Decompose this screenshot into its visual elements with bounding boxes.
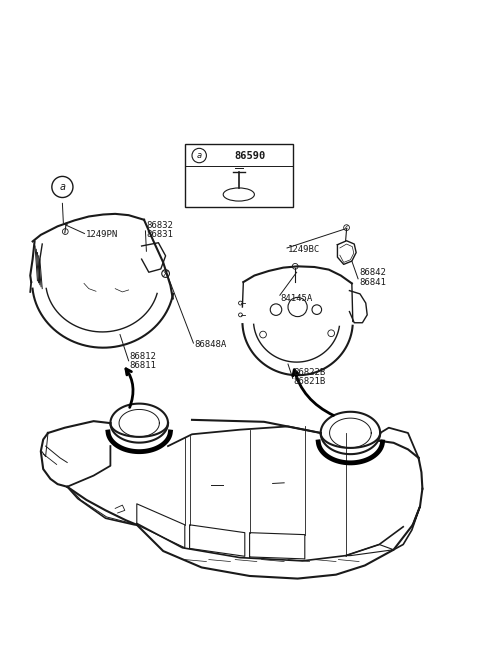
Text: a: a (60, 182, 65, 192)
Text: 86832: 86832 (146, 221, 173, 230)
Text: 1249BC: 1249BC (288, 245, 320, 254)
Text: 86812: 86812 (130, 352, 156, 361)
Text: a: a (197, 151, 202, 160)
Text: 86822B: 86822B (294, 368, 326, 377)
Text: 86590: 86590 (234, 150, 265, 161)
Text: 84145A: 84145A (281, 294, 313, 303)
Text: 86848A: 86848A (194, 340, 227, 349)
Text: 86842: 86842 (359, 268, 386, 277)
Text: 86831: 86831 (146, 230, 173, 239)
Text: 86841: 86841 (359, 277, 386, 287)
Text: 86811: 86811 (130, 361, 156, 370)
Text: 1249PN: 1249PN (85, 230, 118, 239)
Text: 86821B: 86821B (294, 377, 326, 386)
